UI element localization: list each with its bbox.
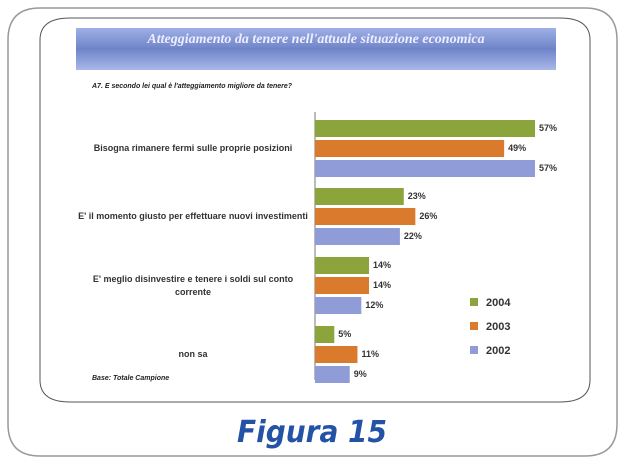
- legend-swatch: [470, 346, 478, 354]
- value-label: 9%: [354, 369, 367, 379]
- caption: Figura 15: [237, 415, 387, 450]
- bar: [315, 228, 400, 245]
- bar: [315, 326, 335, 343]
- value-label: 57%: [539, 123, 557, 133]
- legend-label: 2002: [486, 345, 510, 357]
- value-label: 26%: [419, 211, 437, 221]
- value-label: 11%: [361, 349, 379, 359]
- value-label: 22%: [404, 231, 422, 241]
- bar: [315, 140, 505, 157]
- value-label: 12%: [365, 300, 383, 310]
- frame: [7, 7, 618, 457]
- legend-label: 2003: [486, 321, 510, 333]
- chart-title: Atteggiamento da tenere nell'attuale sit…: [147, 32, 485, 47]
- title-banner: [76, 28, 556, 70]
- category-label: Bisogna rimanere fermi sulle proprie pos…: [93, 143, 293, 153]
- bar: [315, 120, 536, 137]
- value-label: 57%: [539, 163, 557, 173]
- bar: [315, 257, 370, 274]
- bar: [315, 277, 370, 294]
- legend-swatch: [470, 322, 478, 330]
- legend-swatch: [470, 298, 478, 306]
- value-label: 49%: [508, 143, 526, 153]
- bar: [315, 297, 362, 314]
- value-label: 14%: [373, 280, 391, 290]
- category-label: E' il momento giusto per effettuare nuov…: [78, 211, 308, 221]
- note: Base: Totale Campione: [92, 375, 169, 382]
- category-label: E' meglio disinvestire e tenere i soldi …: [92, 273, 294, 297]
- legend-label: 2004: [486, 297, 511, 309]
- bar: [315, 366, 350, 383]
- value-label: 5%: [338, 329, 351, 339]
- bar: [315, 208, 416, 225]
- value-label: 14%: [373, 260, 391, 270]
- bar: [315, 346, 358, 363]
- subtitle: A7. E secondo lei qual è l'atteggiamento…: [91, 83, 293, 90]
- bar: [315, 188, 404, 205]
- value-label: 23%: [408, 191, 426, 201]
- title-box: Atteggiamento da tenere nell'attuale sit…: [147, 32, 485, 47]
- bar: [315, 160, 536, 177]
- category-label: non sa: [178, 349, 208, 359]
